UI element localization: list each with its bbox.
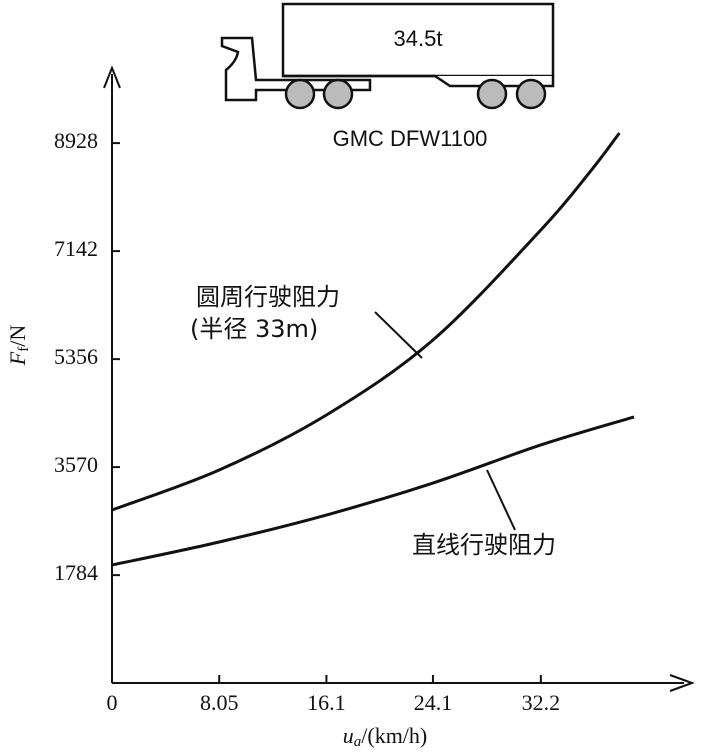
series-label: 圆周行驶阻力	[196, 283, 340, 311]
x-axis-label: ua/(km/h)	[343, 723, 428, 750]
x-tick-label: 0	[107, 690, 118, 715]
y-tick-label: 7142	[54, 236, 98, 261]
leader-line	[486, 469, 516, 531]
y-tick-label: 5356	[54, 344, 98, 369]
x-tick-label: 32.2	[522, 690, 561, 715]
curve	[111, 415, 635, 567]
y-tick-label: 8928	[54, 128, 98, 153]
y-axis-label: Ff/N	[5, 325, 32, 367]
y-tick-label: 1784	[54, 560, 98, 585]
x-tick-label: 24.1	[414, 690, 453, 715]
x-tick-label: 8.05	[200, 690, 239, 715]
truck-model: GMC DFW1100	[333, 126, 488, 151]
leader-line	[374, 311, 423, 359]
series-label: 直线行驶阻力	[412, 531, 556, 559]
axes	[103, 65, 695, 692]
truck-load: 34.5t	[394, 26, 443, 51]
truck-icon: 34.5t GMC DFW1100	[220, 2, 555, 151]
series-note: (半径 33m)	[190, 315, 318, 343]
curve	[111, 132, 621, 512]
y-tick-label: 3570	[54, 452, 98, 477]
x-tick-label: 16.1	[307, 690, 346, 715]
